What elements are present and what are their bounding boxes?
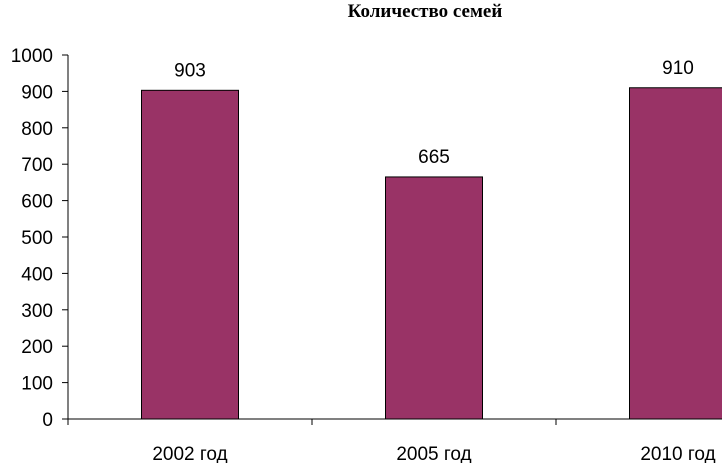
category-label: 2010 год <box>640 444 715 463</box>
category-label: 2002 год <box>152 444 227 463</box>
bar <box>141 89 239 420</box>
data-label: 665 <box>418 147 450 168</box>
chart-title: Количество семей <box>347 1 503 22</box>
bar <box>629 87 722 420</box>
y-tick-label: 800 <box>21 119 53 140</box>
data-label: 910 <box>662 58 694 79</box>
y-tick-label: 300 <box>21 301 53 322</box>
y-tick-label: 600 <box>21 192 53 213</box>
y-tick-label: 1000 <box>11 46 53 67</box>
y-tick-label: 900 <box>21 82 53 103</box>
y-tick-label: 200 <box>21 337 53 358</box>
bar <box>385 176 483 420</box>
category-label: 2005 год <box>396 444 471 463</box>
y-tick-label: 500 <box>21 228 53 249</box>
y-tick-label: 0 <box>42 410 53 431</box>
y-tick-label: 400 <box>21 264 53 285</box>
y-tick-label: 700 <box>21 155 53 176</box>
data-label: 903 <box>174 60 206 81</box>
y-tick-label: 100 <box>21 374 53 395</box>
